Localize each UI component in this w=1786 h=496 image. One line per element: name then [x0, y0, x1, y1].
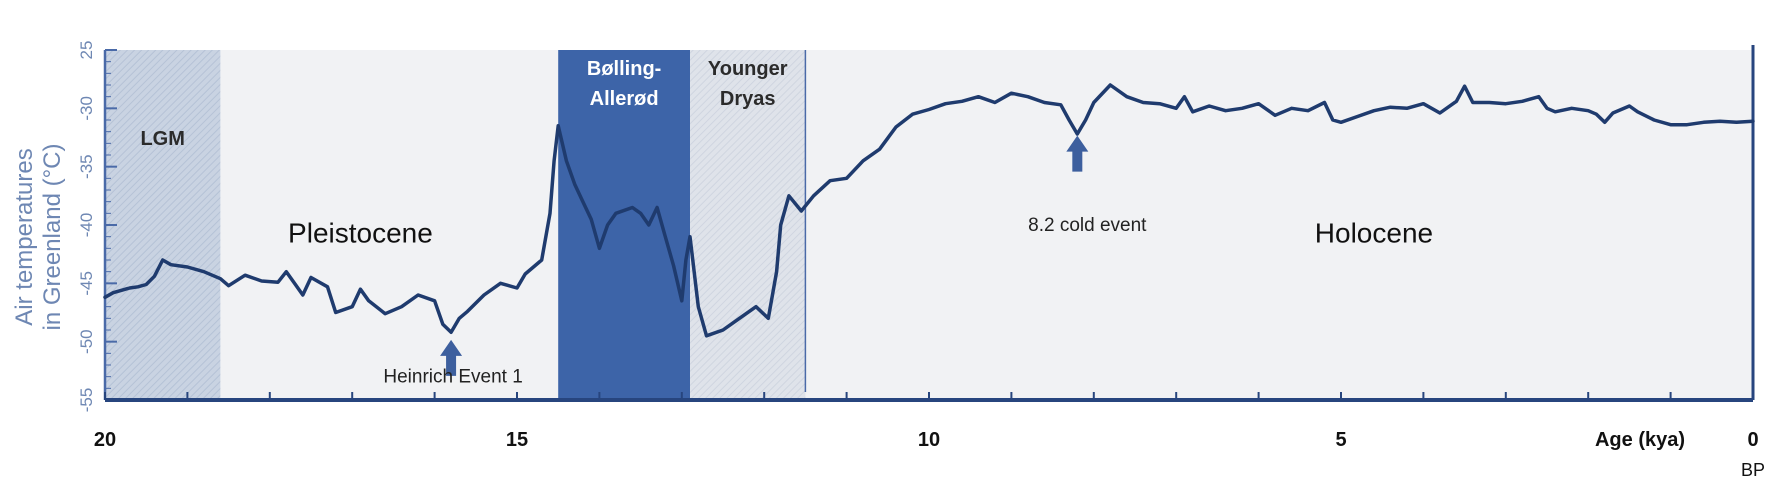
- y-tick-label: -35: [77, 154, 96, 179]
- y-tick-label: -45: [77, 271, 96, 296]
- annotations: Heinrich Event 1 8.2 cold event: [383, 135, 1147, 388]
- period-band-2: [690, 50, 806, 400]
- y-tick-label: -55: [77, 388, 96, 413]
- period-band-0: [105, 50, 221, 400]
- x-tick-label: 5: [1335, 429, 1346, 451]
- period-label-0: LGM: [140, 128, 184, 150]
- text-labels: Pleistocene Holocene: [288, 218, 1433, 249]
- period-bands: LGM Bølling- Allerød Younger Dryas: [105, 50, 807, 400]
- x-tick-label: 10: [918, 429, 940, 451]
- x-axis-end-label: 0: [1747, 429, 1758, 451]
- y-tick-label: 25: [77, 41, 96, 60]
- period-label-1-line2: Allerød: [590, 88, 659, 110]
- series-lines: [103, 83, 1755, 338]
- epoch-label-1: Holocene: [1315, 218, 1433, 249]
- period-label-2-line2: Dryas: [720, 88, 776, 110]
- x-tick-label: 20: [94, 429, 116, 451]
- y-tick-label: -40: [77, 213, 96, 238]
- annotation-arrow-0: [440, 339, 463, 376]
- annotation-arrow-1: [1066, 135, 1089, 172]
- y-axis-title-line1: Air temperatures: [11, 148, 38, 325]
- y-tick-label: -30: [77, 96, 96, 121]
- x-axis: 20 15 10 5: [94, 392, 1754, 451]
- y-tick-label: -50: [77, 329, 96, 354]
- period-label-1-line1: Bølling-: [587, 58, 661, 80]
- x-axis-end-sublabel: BP: [1741, 460, 1765, 480]
- period-band-1: [558, 50, 691, 400]
- annotation-text-1: 8.2 cold event: [1028, 215, 1147, 236]
- series-line-0: [103, 83, 1755, 338]
- x-axis-title: Age (kya): [1595, 429, 1685, 451]
- y-axis-title-line2: in Greenland (°C): [39, 143, 66, 330]
- annotation-text-0: Heinrich Event 1: [383, 367, 522, 388]
- period-label-2-line1: Younger: [708, 58, 788, 80]
- epoch-label-0: Pleistocene: [288, 218, 433, 249]
- x-tick-label: 15: [506, 429, 528, 451]
